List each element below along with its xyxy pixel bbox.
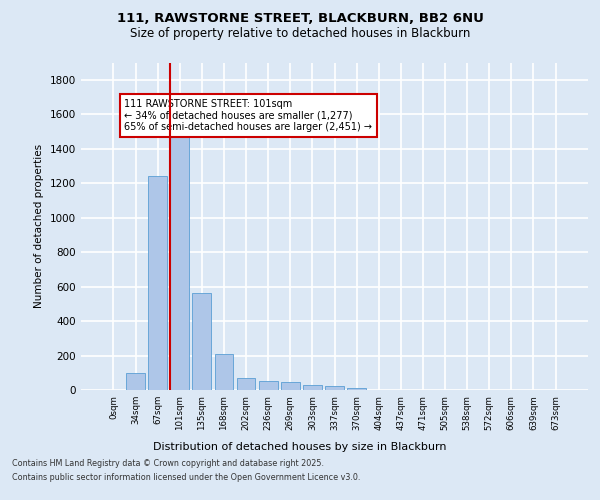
Text: Distribution of detached houses by size in Blackburn: Distribution of detached houses by size … (153, 442, 447, 452)
Bar (193, 294, 211, 390)
Bar (236, 378, 256, 390)
Text: Size of property relative to detached houses in Blackburn: Size of property relative to detached ho… (130, 28, 470, 40)
Bar (148, 176, 167, 390)
Bar (170, 130, 189, 390)
Text: 111 RAWSTORNE STREET: 101sqm
← 34% of detached houses are smaller (1,277)
65% of: 111 RAWSTORNE STREET: 101sqm ← 34% of de… (124, 98, 373, 132)
Bar (281, 382, 299, 390)
Bar (325, 386, 344, 390)
Text: 111, RAWSTORNE STREET, BLACKBURN, BB2 6NU: 111, RAWSTORNE STREET, BLACKBURN, BB2 6N… (116, 12, 484, 26)
Bar (347, 388, 366, 390)
Bar (215, 354, 233, 390)
Text: Contains HM Land Registry data © Crown copyright and database right 2025.: Contains HM Land Registry data © Crown c… (12, 458, 324, 468)
Bar (259, 380, 278, 390)
Bar (303, 385, 322, 390)
Text: Contains public sector information licensed under the Open Government Licence v3: Contains public sector information licen… (12, 474, 361, 482)
Y-axis label: Number of detached properties: Number of detached properties (34, 144, 44, 308)
Bar (126, 373, 145, 390)
